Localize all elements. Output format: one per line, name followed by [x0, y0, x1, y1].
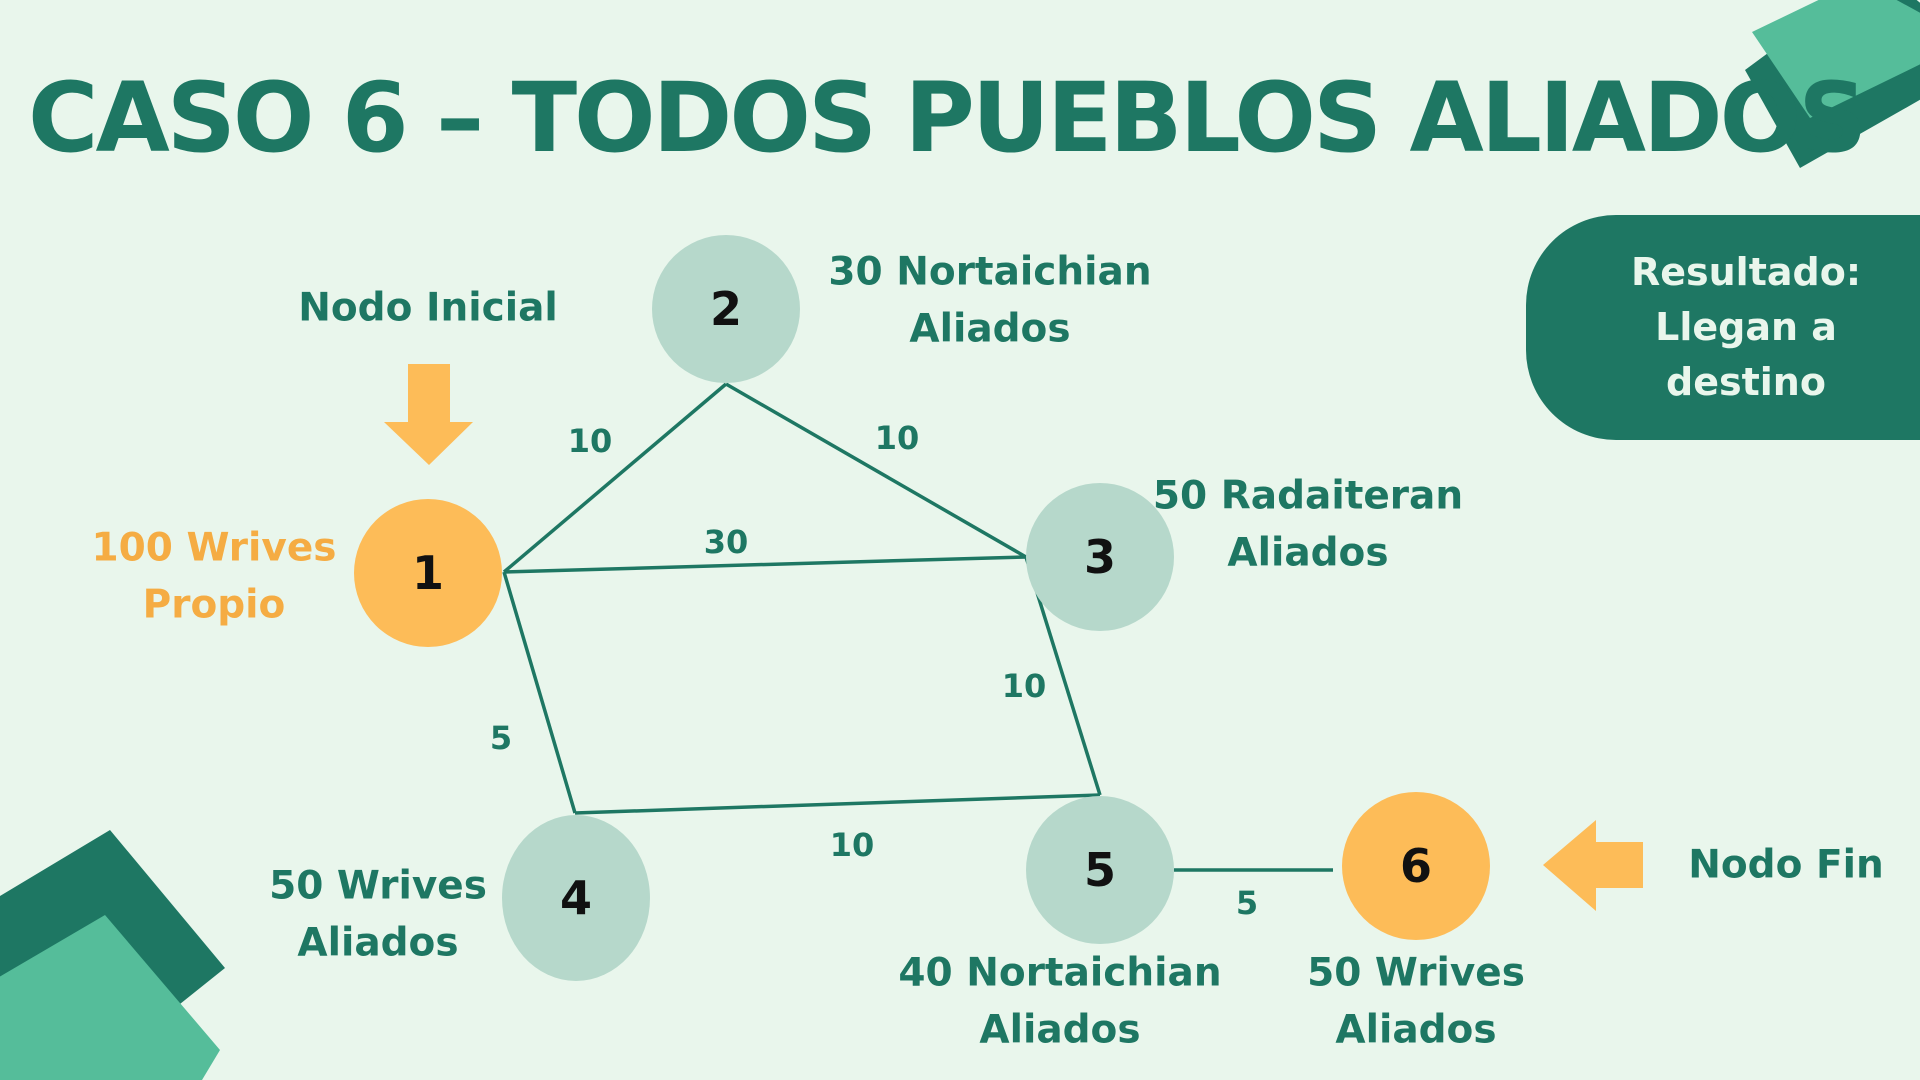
edge-1-3: [503, 555, 1027, 574]
edge-weight-5-6: 5: [1236, 884, 1258, 922]
edge-1-4: [502, 571, 577, 814]
edge-weight-3-5: 10: [1002, 667, 1047, 705]
corner-shape-light: [1752, 0, 1920, 118]
edge-weights-layer: 10 10 30 5 10 10 5: [490, 419, 1258, 922]
node-5-caption: 40 Nortaichian Aliados: [898, 950, 1222, 1052]
corner-decoration-top-right: [1745, 0, 1920, 168]
node-5-circle: [1026, 796, 1174, 944]
edge-1-2: [502, 382, 728, 574]
node-1-id: 1: [412, 546, 444, 600]
node-6-id: 6: [1400, 839, 1432, 893]
node-3-circle: [1026, 483, 1174, 631]
start-node-label: Nodo Inicial: [298, 285, 558, 331]
result-line-2: Llegan a destino: [1655, 304, 1837, 405]
node-5-id: 5: [1084, 843, 1116, 897]
edge-weight-1-3: 30: [704, 523, 749, 561]
arrow-left-icon: [1543, 820, 1643, 911]
node-4-circle: [502, 815, 650, 981]
node-6-caption: 50 Wrives Aliados: [1307, 950, 1525, 1052]
node-4-id: 4: [560, 871, 592, 925]
node-6-circle: [1342, 792, 1490, 940]
nodes-layer: 1 2 3 4 5 6: [354, 235, 1490, 981]
edge-weight-2-3: 10: [875, 419, 920, 457]
corner-shape-light: [0, 915, 220, 1080]
node-2-caption: 30 Nortaichian Aliados: [828, 249, 1152, 351]
edge-4-5: [574, 793, 1101, 815]
end-node-label: Nodo Fin: [1688, 842, 1884, 888]
node-2-id: 2: [710, 282, 742, 336]
node-4-caption: 50 Wrives Aliados: [269, 863, 487, 965]
node-1-circle: [354, 499, 502, 647]
slide-title: CASO 6 – TODOS PUEBLOS ALIADOS: [28, 62, 1867, 174]
node-3-caption: 50 Radaiteran Aliados: [1152, 473, 1464, 575]
arrow-down-icon: [384, 364, 473, 465]
edges-layer: [502, 382, 1333, 872]
edge-weight-1-4: 5: [490, 719, 512, 757]
result-banner: Resultado: Llegan a destino: [1526, 215, 1920, 440]
corner-decoration-bottom-left: [0, 830, 225, 1080]
node-3-id: 3: [1084, 530, 1116, 584]
edge-weight-1-2: 10: [568, 422, 613, 460]
result-line-1: Resultado:: [1630, 249, 1862, 294]
edge-2-3: [725, 382, 1027, 559]
node-1-caption: 100 Wrives Propio: [91, 525, 337, 627]
edge-weight-4-5: 10: [830, 826, 875, 864]
node-2-circle: [652, 235, 800, 383]
